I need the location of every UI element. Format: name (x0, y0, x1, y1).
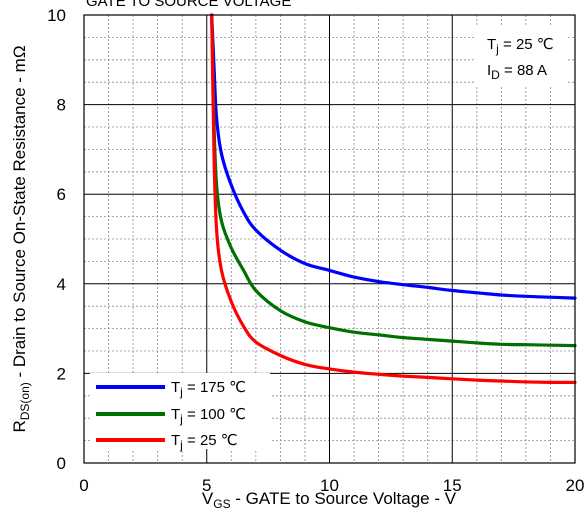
annotation-id: ID = 88 A (487, 62, 547, 82)
x-tick-label: 5 (202, 476, 211, 495)
y-axis-title: RDS(on) - Drain to Source On-State Resis… (10, 45, 32, 432)
y-tick-label: 2 (57, 364, 66, 383)
series-lines (210, 13, 577, 384)
x-tick-label: 0 (79, 476, 88, 495)
x-axis-title: VGS - GATE to Source Voltage - V (202, 489, 457, 511)
annotation-tj: Tj = 25 ℃ (487, 36, 554, 56)
x-tick-labels: 0 5 10 15 20 (79, 476, 584, 495)
legend-item-100: Tj = 100 ℃ (96, 406, 246, 426)
y-tick-label: 4 (57, 275, 66, 294)
annotation-box: Tj = 25 ℃ ID = 88 A (475, 27, 567, 87)
series-line-25 (210, 13, 577, 384)
legend-item-175: Tj = 175 ℃ (96, 379, 246, 399)
legend-label-100: Tj = 100 ℃ (171, 406, 246, 426)
y-tick-label: 0 (57, 454, 66, 473)
y-tick-label: 6 (57, 185, 66, 204)
x-tick-label: 10 (320, 476, 339, 495)
chart-title: GATE TO SOURCE VOLTAGE (86, 0, 291, 10)
series-line-100 (210, 13, 577, 348)
legend-label-25: Tj = 25 ℃ (171, 432, 238, 452)
series-line-175 (210, 13, 577, 300)
legend: Tj = 175 ℃ Tj = 100 ℃ Tj = 25 ℃ (90, 373, 270, 452)
x-tick-label: 20 (566, 476, 585, 495)
legend-label-175: Tj = 175 ℃ (171, 379, 246, 399)
y-tick-label: 8 (57, 96, 66, 115)
legend-item-25: Tj = 25 ℃ (96, 432, 238, 452)
y-tick-labels: 0 2 4 6 8 10 (47, 6, 66, 473)
y-tick-label: 10 (47, 6, 66, 25)
plot-frame (83, 14, 576, 464)
x-tick-label: 15 (443, 476, 462, 495)
